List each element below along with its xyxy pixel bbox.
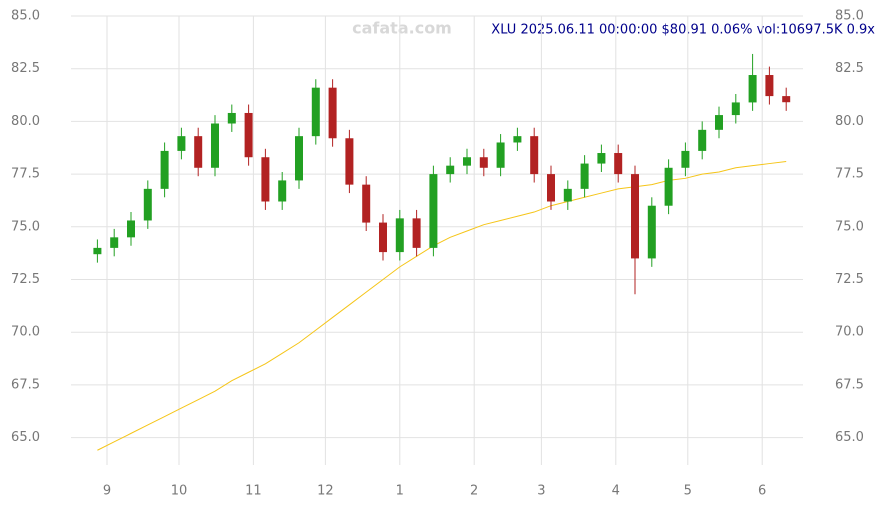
x-tick-label: 1 — [396, 484, 404, 499]
candle-body — [698, 129, 707, 151]
candle-body — [429, 174, 438, 248]
x-tick-label: 9 — [103, 484, 111, 499]
candle-body — [748, 75, 757, 103]
candle-body — [681, 150, 690, 168]
moving-average — [97, 160, 787, 451]
y-tick-label: 77.5 — [11, 167, 40, 182]
candle-body — [614, 153, 623, 175]
candle-body — [547, 174, 555, 202]
candle-body — [631, 174, 639, 259]
candle-body — [177, 136, 186, 151]
candle-body — [93, 247, 102, 255]
y-tick-label-right: 77.5 — [835, 167, 864, 182]
y-tick-label-right: 85.0 — [835, 9, 864, 24]
candle-body — [261, 157, 270, 202]
candle-body — [278, 180, 287, 202]
candle-body — [580, 163, 589, 189]
y-tick-label-right: 82.5 — [835, 61, 864, 76]
y-tick-label: 75.0 — [11, 219, 40, 234]
candle-body — [295, 136, 303, 181]
candle-body — [143, 188, 152, 221]
y-tick-label-right: 65.0 — [835, 430, 864, 445]
candle-body — [496, 142, 505, 168]
candle-body — [563, 188, 572, 202]
candle-body — [765, 75, 774, 97]
candle-body — [127, 220, 135, 238]
y-tick-label-right: 80.0 — [835, 114, 864, 129]
y-tick-label: 80.0 — [11, 114, 40, 129]
candle-body — [311, 87, 320, 137]
y-tick-label-right: 70.0 — [835, 325, 864, 340]
x-tick-label: 4 — [612, 484, 620, 499]
chart-title: XLU 2025.06.11 00:00:00 $80.91 0.06% vol… — [491, 23, 875, 38]
candle-body — [345, 138, 354, 185]
candle-body — [160, 150, 169, 189]
x-tick-label: 12 — [317, 484, 334, 499]
candle-body — [211, 123, 219, 168]
candle-body — [731, 102, 740, 116]
watermark: cafata.com — [352, 19, 452, 38]
candle-body — [479, 157, 488, 168]
x-tick-label: 11 — [245, 484, 262, 499]
candle-body — [647, 205, 656, 259]
y-tick-label: 72.5 — [11, 272, 40, 287]
candle-body — [412, 218, 421, 248]
y-tick-label: 67.5 — [11, 377, 40, 392]
candle-body — [379, 222, 387, 253]
x-tick-label: 5 — [684, 484, 692, 499]
candle-body — [328, 87, 337, 139]
y-tick-label-right: 72.5 — [835, 272, 864, 287]
x-tick-label: 6 — [758, 484, 766, 499]
candle-body — [664, 167, 673, 206]
y-tick-label-right: 75.0 — [835, 219, 864, 234]
candle-body — [227, 112, 236, 124]
candle-body — [715, 115, 723, 130]
candle-body — [362, 184, 371, 223]
x-tick-label: 2 — [470, 484, 478, 499]
y-tick-label: 70.0 — [11, 325, 40, 340]
candle-body — [110, 237, 119, 248]
candle-body — [530, 136, 539, 175]
candle-body — [395, 218, 404, 253]
candle-body — [446, 165, 455, 175]
y-tick-label-right: 67.5 — [835, 377, 864, 392]
x-tick-label: 3 — [537, 484, 545, 499]
candle-body — [782, 96, 791, 103]
x-tick-label: 10 — [171, 484, 188, 499]
y-tick-label: 65.0 — [11, 430, 40, 445]
y-tick-label: 85.0 — [11, 9, 40, 24]
candle-body — [244, 112, 253, 158]
candle-body — [513, 136, 522, 143]
candle-body — [463, 157, 471, 166]
candle-body — [194, 136, 203, 168]
y-tick-label: 82.5 — [11, 61, 40, 76]
candle-body — [597, 153, 606, 164]
